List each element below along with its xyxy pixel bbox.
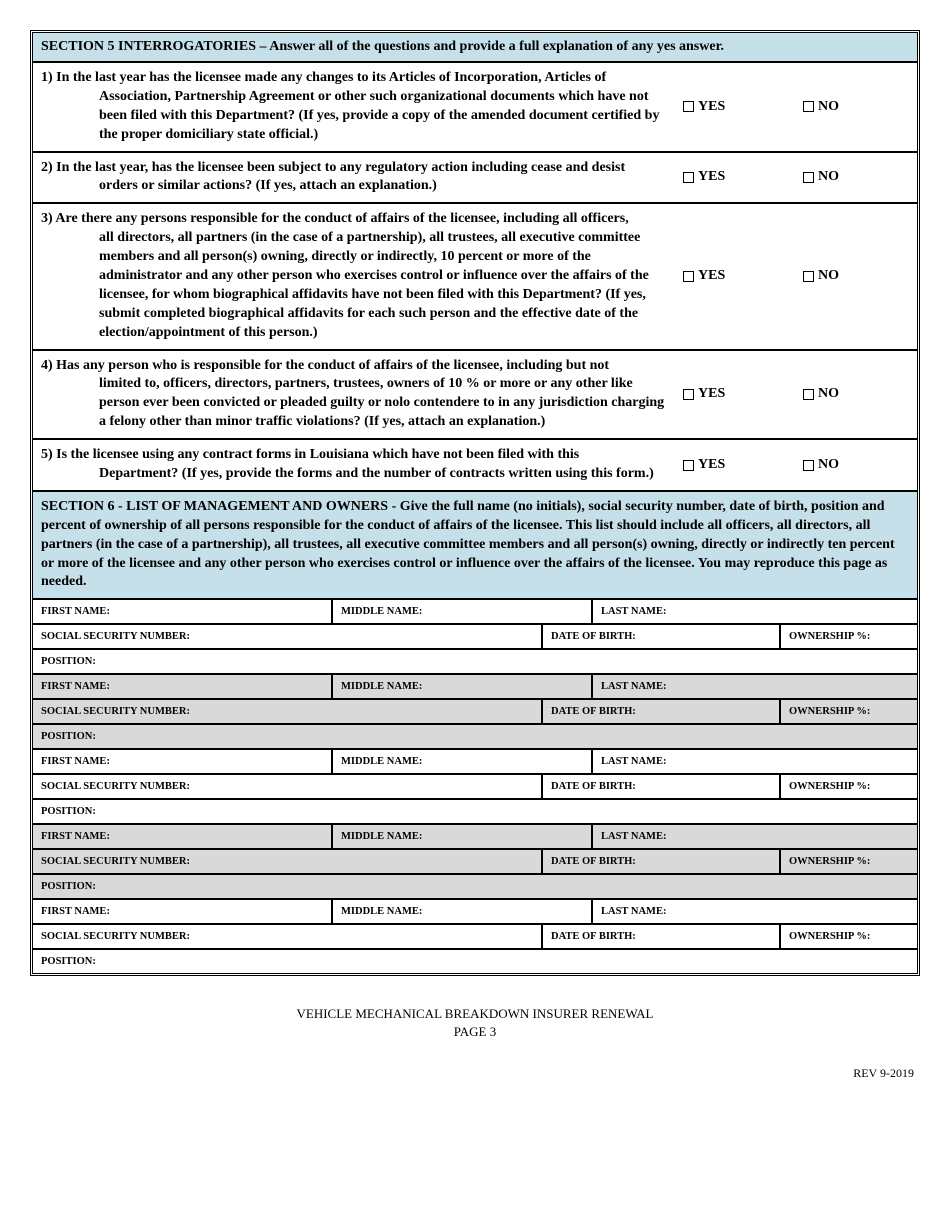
- person-block: FIRST NAME:MIDDLE NAME:LAST NAME: SOCIAL …: [33, 675, 917, 750]
- dob-field[interactable]: DATE OF BIRTH:: [543, 850, 781, 873]
- first-name-field[interactable]: FIRST NAME:: [33, 900, 333, 923]
- ownership-field[interactable]: OWNERSHIP %:: [781, 775, 917, 798]
- position-field[interactable]: POSITION:: [33, 800, 917, 823]
- question-row: 3) Are there any persons responsible for…: [33, 204, 917, 350]
- dob-field[interactable]: DATE OF BIRTH:: [543, 775, 781, 798]
- dob-field[interactable]: DATE OF BIRTH:: [543, 925, 781, 948]
- no-option[interactable]: NO: [797, 63, 917, 151]
- dob-field[interactable]: DATE OF BIRTH:: [543, 625, 781, 648]
- yes-option[interactable]: YES: [677, 440, 797, 490]
- footer-page: PAGE 3: [30, 1024, 920, 1040]
- ssn-field[interactable]: SOCIAL SECURITY NUMBER:: [33, 925, 543, 948]
- form-wrapper: SECTION 5 INTERROGATORIES – Answer all o…: [30, 30, 920, 976]
- no-option[interactable]: NO: [797, 153, 917, 203]
- checkbox-icon[interactable]: [803, 101, 814, 112]
- no-option[interactable]: NO: [797, 204, 917, 348]
- middle-name-field[interactable]: MIDDLE NAME:: [333, 825, 593, 848]
- no-option[interactable]: NO: [797, 440, 917, 490]
- question-row: 1) In the last year has the licensee mad…: [33, 63, 917, 153]
- question-text: 5) Is the licensee using any contract fo…: [33, 440, 677, 490]
- person-block: FIRST NAME:MIDDLE NAME:LAST NAME: SOCIAL …: [33, 600, 917, 675]
- ssn-field[interactable]: SOCIAL SECURITY NUMBER:: [33, 850, 543, 873]
- question-text: 2) In the last year, has the licensee be…: [33, 153, 677, 203]
- last-name-field[interactable]: LAST NAME:: [593, 825, 917, 848]
- ssn-field[interactable]: SOCIAL SECURITY NUMBER:: [33, 625, 543, 648]
- yes-option[interactable]: YES: [677, 63, 797, 151]
- first-name-field[interactable]: FIRST NAME:: [33, 825, 333, 848]
- first-name-field[interactable]: FIRST NAME:: [33, 600, 333, 623]
- section6-header: SECTION 6 - LIST OF MANAGEMENT AND OWNER…: [33, 492, 917, 600]
- checkbox-icon[interactable]: [683, 101, 694, 112]
- checkbox-icon[interactable]: [683, 271, 694, 282]
- checkbox-icon[interactable]: [683, 460, 694, 471]
- last-name-field[interactable]: LAST NAME:: [593, 750, 917, 773]
- person-block: FIRST NAME:MIDDLE NAME:LAST NAME: SOCIAL …: [33, 750, 917, 825]
- position-field[interactable]: POSITION:: [33, 650, 917, 673]
- question-row: 4) Has any person who is responsible for…: [33, 351, 917, 441]
- yes-option[interactable]: YES: [677, 153, 797, 203]
- section5-header: SECTION 5 INTERROGATORIES – Answer all o…: [33, 33, 917, 63]
- question-row: 5) Is the licensee using any contract fo…: [33, 440, 917, 492]
- checkbox-icon[interactable]: [683, 389, 694, 400]
- ssn-field[interactable]: SOCIAL SECURITY NUMBER:: [33, 700, 543, 723]
- checkbox-icon[interactable]: [683, 172, 694, 183]
- first-name-field[interactable]: FIRST NAME:: [33, 750, 333, 773]
- checkbox-icon[interactable]: [803, 389, 814, 400]
- first-name-field[interactable]: FIRST NAME:: [33, 675, 333, 698]
- ownership-field[interactable]: OWNERSHIP %:: [781, 925, 917, 948]
- last-name-field[interactable]: LAST NAME:: [593, 900, 917, 923]
- yes-option[interactable]: YES: [677, 204, 797, 348]
- section6-persons: FIRST NAME:MIDDLE NAME:LAST NAME:SOCIAL …: [33, 600, 917, 973]
- person-block: FIRST NAME:MIDDLE NAME:LAST NAME: SOCIAL …: [33, 825, 917, 900]
- question-text: 1) In the last year has the licensee mad…: [33, 63, 677, 151]
- no-option[interactable]: NO: [797, 351, 917, 439]
- dob-field[interactable]: DATE OF BIRTH:: [543, 700, 781, 723]
- ssn-field[interactable]: SOCIAL SECURITY NUMBER:: [33, 775, 543, 798]
- footer-title: VEHICLE MECHANICAL BREAKDOWN INSURER REN…: [30, 1006, 920, 1022]
- middle-name-field[interactable]: MIDDLE NAME:: [333, 675, 593, 698]
- revision-text: REV 9-2019: [30, 1066, 920, 1081]
- last-name-field[interactable]: LAST NAME:: [593, 600, 917, 623]
- middle-name-field[interactable]: MIDDLE NAME:: [333, 600, 593, 623]
- person-block: FIRST NAME:MIDDLE NAME:LAST NAME: SOCIAL …: [33, 900, 917, 973]
- checkbox-icon[interactable]: [803, 172, 814, 183]
- ownership-field[interactable]: OWNERSHIP %:: [781, 850, 917, 873]
- position-field[interactable]: POSITION:: [33, 950, 917, 973]
- question-row: 2) In the last year, has the licensee be…: [33, 153, 917, 205]
- checkbox-icon[interactable]: [803, 460, 814, 471]
- ownership-field[interactable]: OWNERSHIP %:: [781, 700, 917, 723]
- middle-name-field[interactable]: MIDDLE NAME:: [333, 750, 593, 773]
- section5-questions: 1) In the last year has the licensee mad…: [33, 63, 917, 492]
- question-text: 3) Are there any persons responsible for…: [33, 204, 677, 348]
- page-footer: VEHICLE MECHANICAL BREAKDOWN INSURER REN…: [30, 1006, 920, 1040]
- position-field[interactable]: POSITION:: [33, 875, 917, 898]
- position-field[interactable]: POSITION:: [33, 725, 917, 748]
- question-text: 4) Has any person who is responsible for…: [33, 351, 677, 439]
- middle-name-field[interactable]: MIDDLE NAME:: [333, 900, 593, 923]
- ownership-field[interactable]: OWNERSHIP %:: [781, 625, 917, 648]
- last-name-field[interactable]: LAST NAME:: [593, 675, 917, 698]
- yes-option[interactable]: YES: [677, 351, 797, 439]
- checkbox-icon[interactable]: [803, 271, 814, 282]
